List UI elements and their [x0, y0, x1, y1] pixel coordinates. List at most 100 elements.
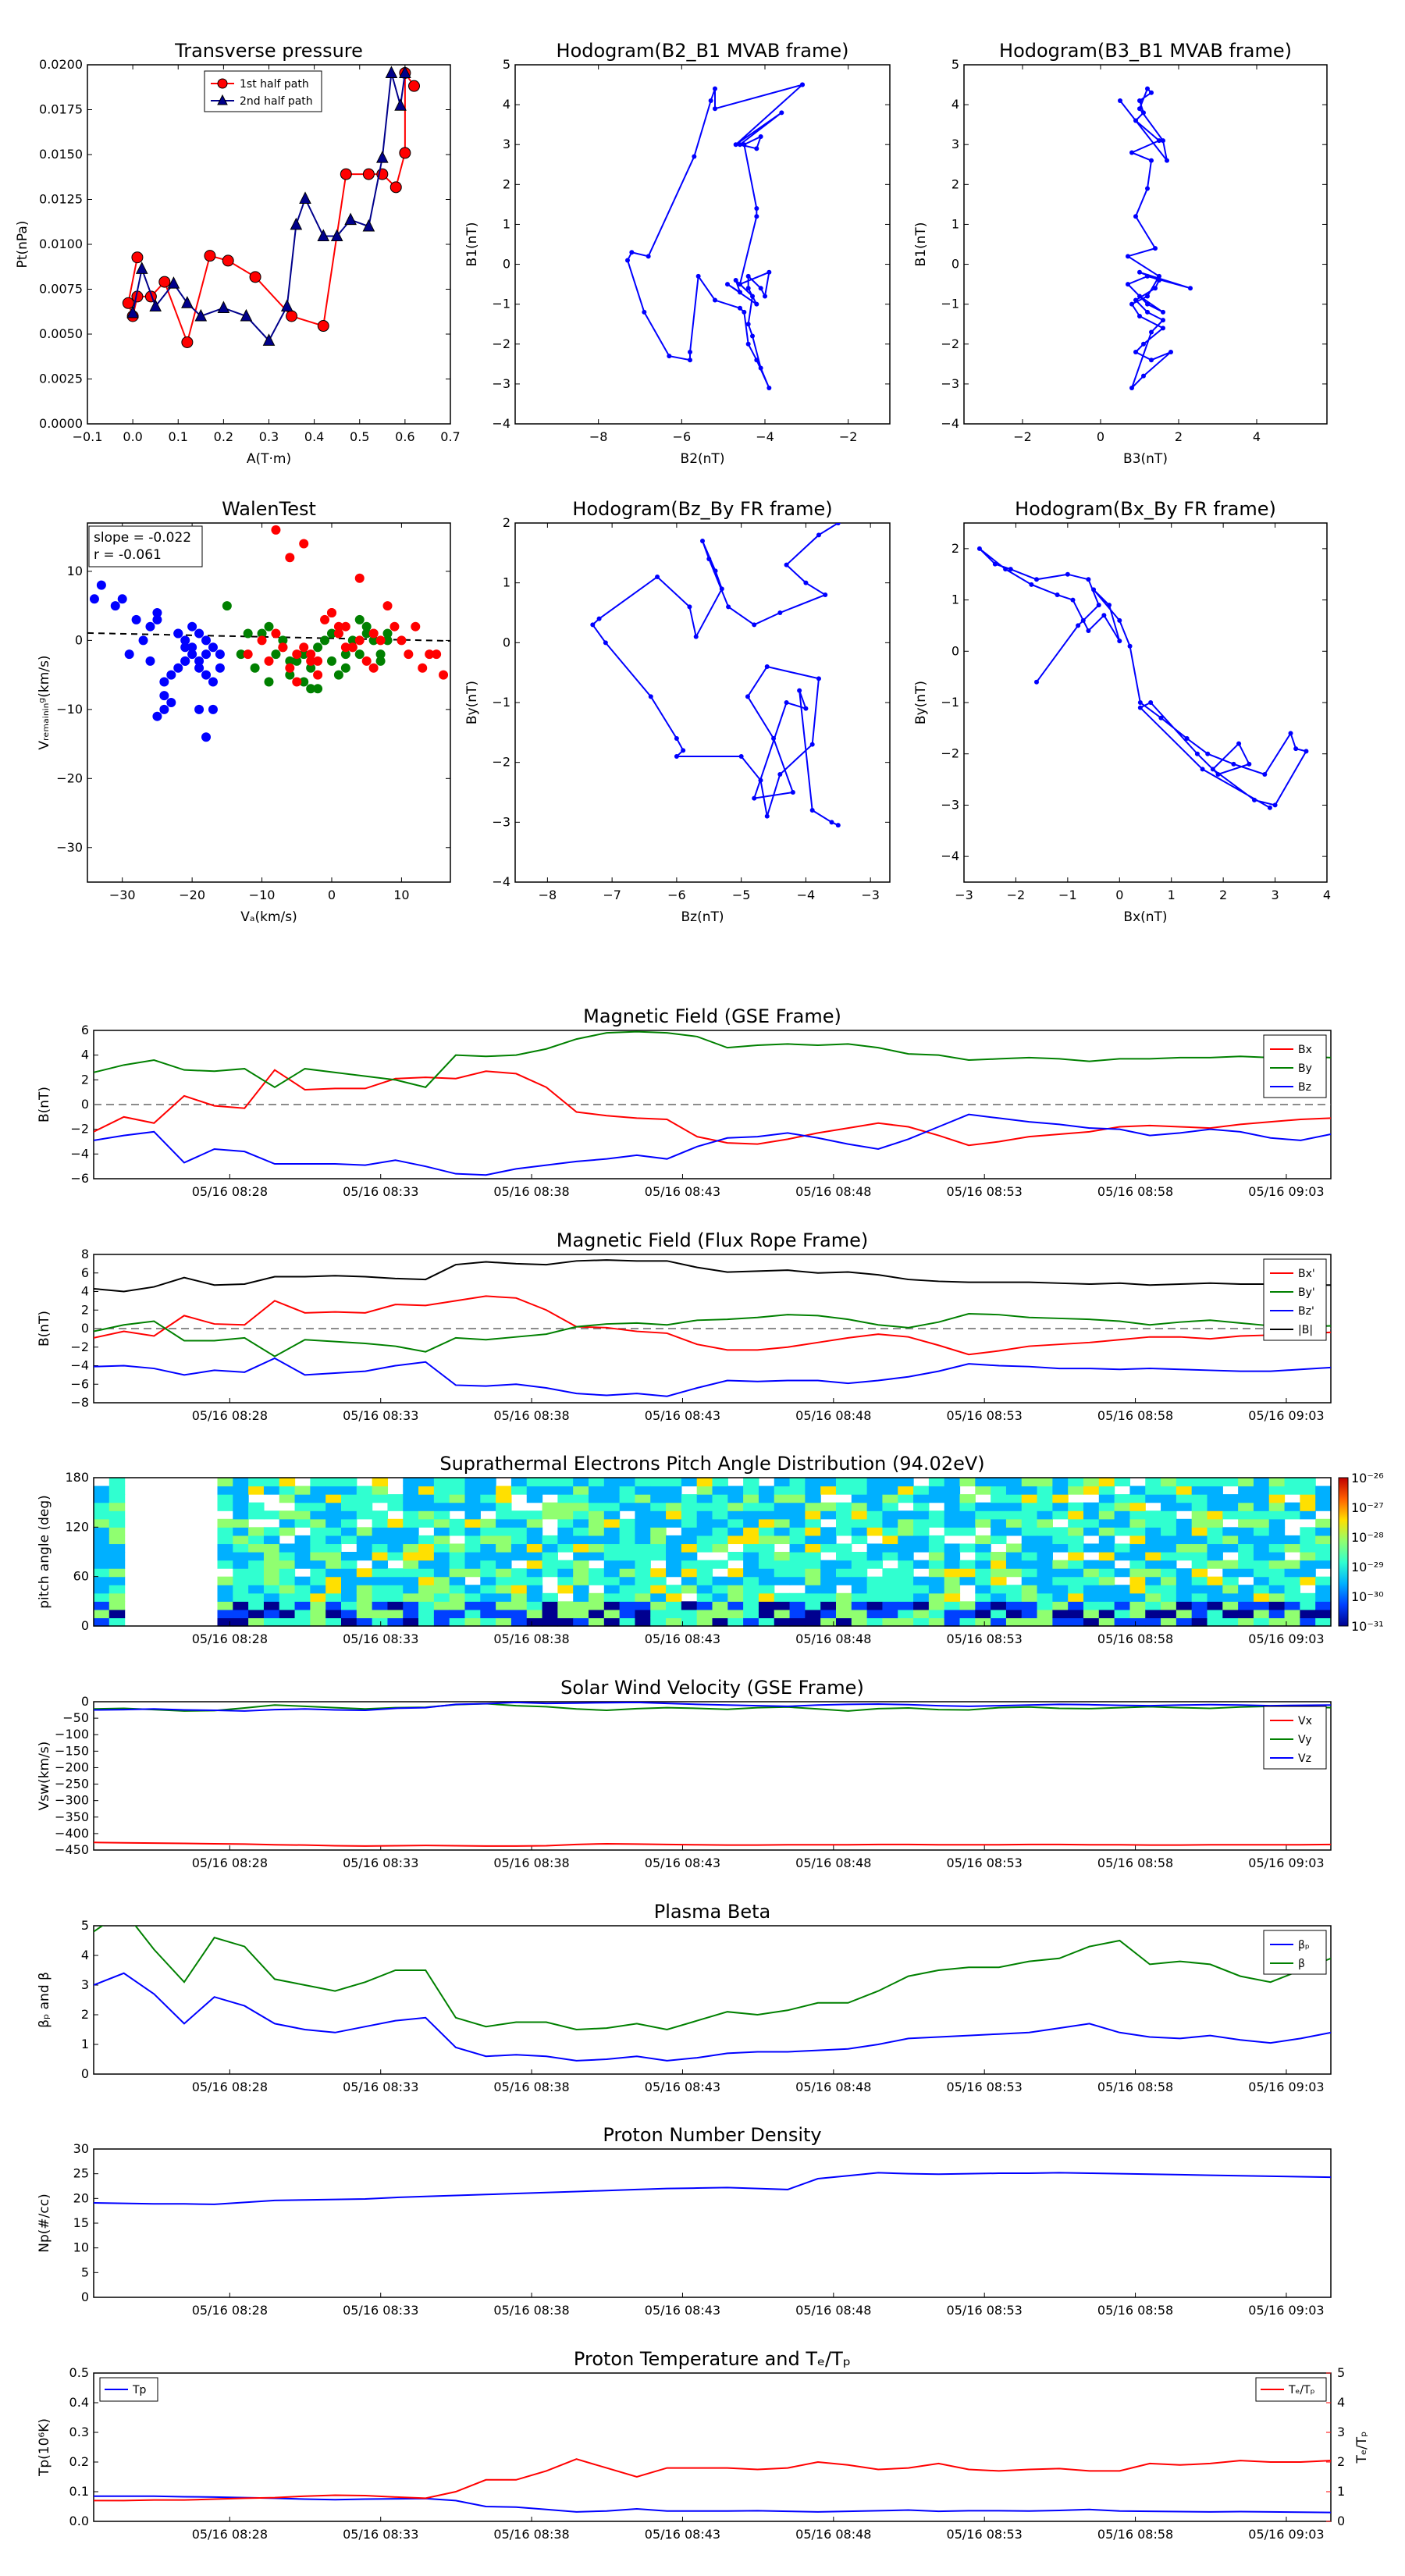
heatmap-cell	[743, 1609, 759, 1619]
y-tick-label: 5	[81, 2265, 89, 2279]
data-point	[1145, 309, 1150, 315]
heatmap-cell	[712, 1478, 728, 1487]
data-point	[280, 299, 293, 311]
heatmap-cell	[635, 1617, 651, 1627]
heatmap-cell	[991, 1560, 1007, 1569]
heatmap-cell	[851, 1585, 868, 1594]
heatmap-cell	[1161, 1510, 1177, 1520]
heatmap-cell	[1114, 1527, 1131, 1536]
data-point	[173, 628, 183, 639]
heatmap-cell	[898, 1535, 914, 1545]
heatmap-cell	[387, 1527, 404, 1536]
fit-line	[87, 632, 450, 642]
heatmap-cell	[805, 1552, 821, 1561]
heatmap-cell	[496, 1518, 512, 1528]
data-point	[648, 694, 653, 699]
legend-label: Vz	[1298, 1752, 1311, 1765]
heatmap-cell	[743, 1585, 759, 1594]
data-point	[758, 777, 763, 783]
x-tick-label: 0.2	[214, 429, 233, 444]
y-tick-label: 2	[503, 176, 510, 191]
y-tick-label: −4	[70, 1146, 89, 1161]
heatmap-cell	[898, 1585, 914, 1594]
series-line	[94, 1972, 1331, 2062]
data-point	[1091, 587, 1097, 592]
heatmap-cell	[743, 1485, 759, 1495]
heatmap-cell	[1161, 1560, 1177, 1569]
heatmap-cell	[603, 1502, 621, 1511]
data-point	[1137, 314, 1142, 318]
heatmap-cell	[898, 1576, 914, 1585]
heatmap-cell	[464, 1543, 481, 1553]
data-point	[754, 206, 759, 211]
heatmap-cell	[635, 1560, 651, 1569]
heatmap-cell	[898, 1543, 914, 1553]
heatmap-cell	[449, 1576, 466, 1585]
data-point	[1157, 278, 1161, 283]
data-point	[201, 670, 212, 680]
heatmap-cell	[928, 1485, 945, 1495]
data-point	[750, 333, 755, 339]
heatmap-cell	[449, 1560, 466, 1569]
data-point	[333, 670, 343, 680]
heatmap-cell	[991, 1568, 1007, 1578]
heatmap-cell	[882, 1518, 898, 1528]
data-point	[1127, 643, 1133, 649]
heatmap-cell	[325, 1560, 342, 1569]
data-point	[361, 628, 372, 639]
heatmap-cell	[758, 1609, 775, 1619]
heatmap-cell	[774, 1576, 791, 1585]
plot-frame	[93, 2148, 1332, 2298]
heatmap-cell	[944, 1585, 961, 1594]
x-tick-label: −5	[732, 888, 751, 902]
data-point	[1148, 700, 1154, 705]
x-tick-label: 05/16 08:48	[795, 1856, 871, 1870]
legend-label: Bx'	[1298, 1268, 1315, 1280]
heatmap-cell	[991, 1609, 1007, 1619]
heatmap-cell	[712, 1585, 728, 1594]
chart-title: Hodogram(B3_B1 MVAB frame)	[999, 40, 1292, 62]
heatmap-cell	[1161, 1543, 1177, 1553]
heatmap-cell	[743, 1502, 759, 1511]
heatmap-cell	[1005, 1494, 1023, 1503]
data-point	[194, 704, 205, 714]
heatmap-cell	[650, 1601, 667, 1610]
heatmap-cell	[1052, 1617, 1069, 1627]
data-point	[1200, 767, 1205, 772]
heatmap-cell	[526, 1535, 543, 1545]
y-tick-label: −1	[941, 297, 959, 311]
heatmap-cell	[836, 1543, 852, 1553]
heatmap-cell	[681, 1543, 698, 1553]
heatmap-cell	[1129, 1518, 1146, 1528]
heatmap-cell	[294, 1518, 311, 1528]
heatmap-cell	[573, 1601, 589, 1610]
heatmap-cell	[449, 1518, 466, 1528]
series-line	[132, 73, 406, 343]
heatmap-cell	[1238, 1527, 1254, 1536]
heatmap-cell	[294, 1535, 311, 1545]
heatmap-cell	[1129, 1568, 1146, 1578]
heatmap-cell	[1315, 1543, 1332, 1553]
data-point	[389, 181, 402, 194]
x-tick-label: 0.1	[169, 429, 188, 444]
heatmap-cell	[233, 1568, 249, 1578]
y-tick-label: 60	[73, 1569, 89, 1584]
heatmap-cell	[341, 1552, 357, 1561]
heatmap-cell	[758, 1518, 775, 1528]
heatmap-cell	[727, 1485, 744, 1495]
heatmap-cell	[774, 1494, 791, 1503]
heatmap-cell	[263, 1552, 280, 1561]
heatmap-cell	[573, 1518, 589, 1528]
y-axis-label: B1(nT)	[913, 222, 929, 267]
data-point	[713, 297, 717, 303]
heatmap-cell	[666, 1535, 682, 1545]
heatmap-cell	[913, 1510, 930, 1520]
x-tick-label: 05/16 08:43	[645, 2303, 720, 2318]
heatmap-cell	[94, 1585, 110, 1594]
x-tick-label: 05/16 08:28	[192, 1856, 268, 1870]
x-tick-label: −4	[756, 429, 774, 444]
heatmap-cell	[403, 1617, 419, 1627]
x-tick-label: −2	[839, 429, 858, 444]
heatmap-cell	[542, 1502, 558, 1511]
data-point	[1137, 700, 1143, 705]
